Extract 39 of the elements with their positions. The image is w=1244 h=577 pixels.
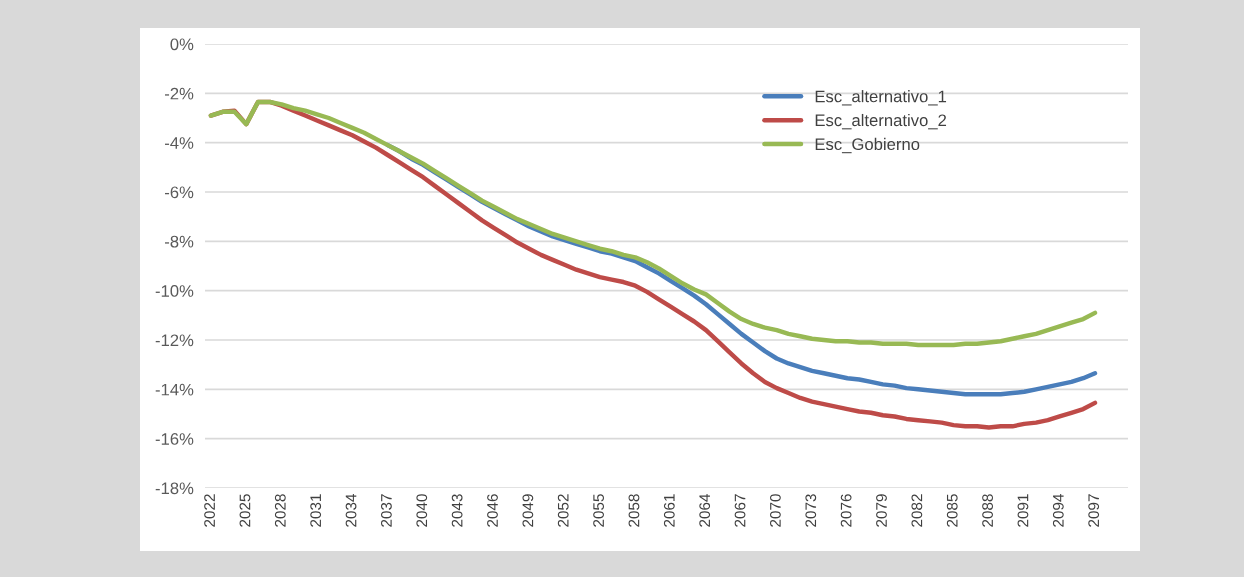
x-tick-label: 2097 <box>1088 494 1100 527</box>
y-tick-label: -14% <box>155 383 194 396</box>
x-tick-label: 2079 <box>876 494 887 527</box>
x-tick-label: 2091 <box>1017 494 1029 527</box>
x-tick-label: 2088 <box>982 494 993 527</box>
legend-label: Esc_alternativo_1 <box>815 90 947 106</box>
x-tick-label: 2034 <box>345 494 357 527</box>
x-tick-label: 2028 <box>274 494 286 527</box>
x-tick-label: 2064 <box>699 494 711 527</box>
x-tick-label: 2037 <box>381 494 392 527</box>
y-tick-label: -12% <box>155 334 194 347</box>
x-tick-label: 2046 <box>487 494 498 527</box>
y-tick-label: -10% <box>155 285 194 297</box>
y-tick-label: -8% <box>164 235 194 248</box>
x-tick-label: 2076 <box>840 494 852 527</box>
x-tick-label: 2082 <box>911 494 923 527</box>
x-tick-label: 2094 <box>1052 494 1064 527</box>
x-tick-label: 2058 <box>628 494 640 527</box>
y-tick-label: -4% <box>164 137 194 149</box>
x-tick-label: 2031 <box>310 494 322 527</box>
x-tick-label: 2085 <box>946 494 958 527</box>
y-tick-label: -2% <box>164 87 194 100</box>
x-tick-label: 2043 <box>451 494 463 527</box>
x-tick-label: 2022 <box>204 494 215 527</box>
y-tick-label: -6% <box>164 186 194 199</box>
y-tick-label: -18% <box>155 482 194 495</box>
y-tick-label: -16% <box>155 433 194 445</box>
x-tick-label: 2073 <box>805 494 817 527</box>
x-tick-label: 2052 <box>557 494 569 527</box>
legend-label: Esc_Gobierno <box>815 137 920 154</box>
x-tick-label: 2025 <box>239 494 251 527</box>
x-tick-label: 2049 <box>522 494 534 527</box>
x-tick-label: 2070 <box>770 494 781 527</box>
legend-label: Esc_alternativo_2 <box>815 113 947 130</box>
x-tick-label: 2061 <box>663 494 675 527</box>
y-tick-label: 0% <box>170 38 194 51</box>
x-tick-label: 2067 <box>734 494 746 527</box>
x-tick-label: 2040 <box>416 494 428 527</box>
x-tick-label: 2055 <box>593 494 604 527</box>
